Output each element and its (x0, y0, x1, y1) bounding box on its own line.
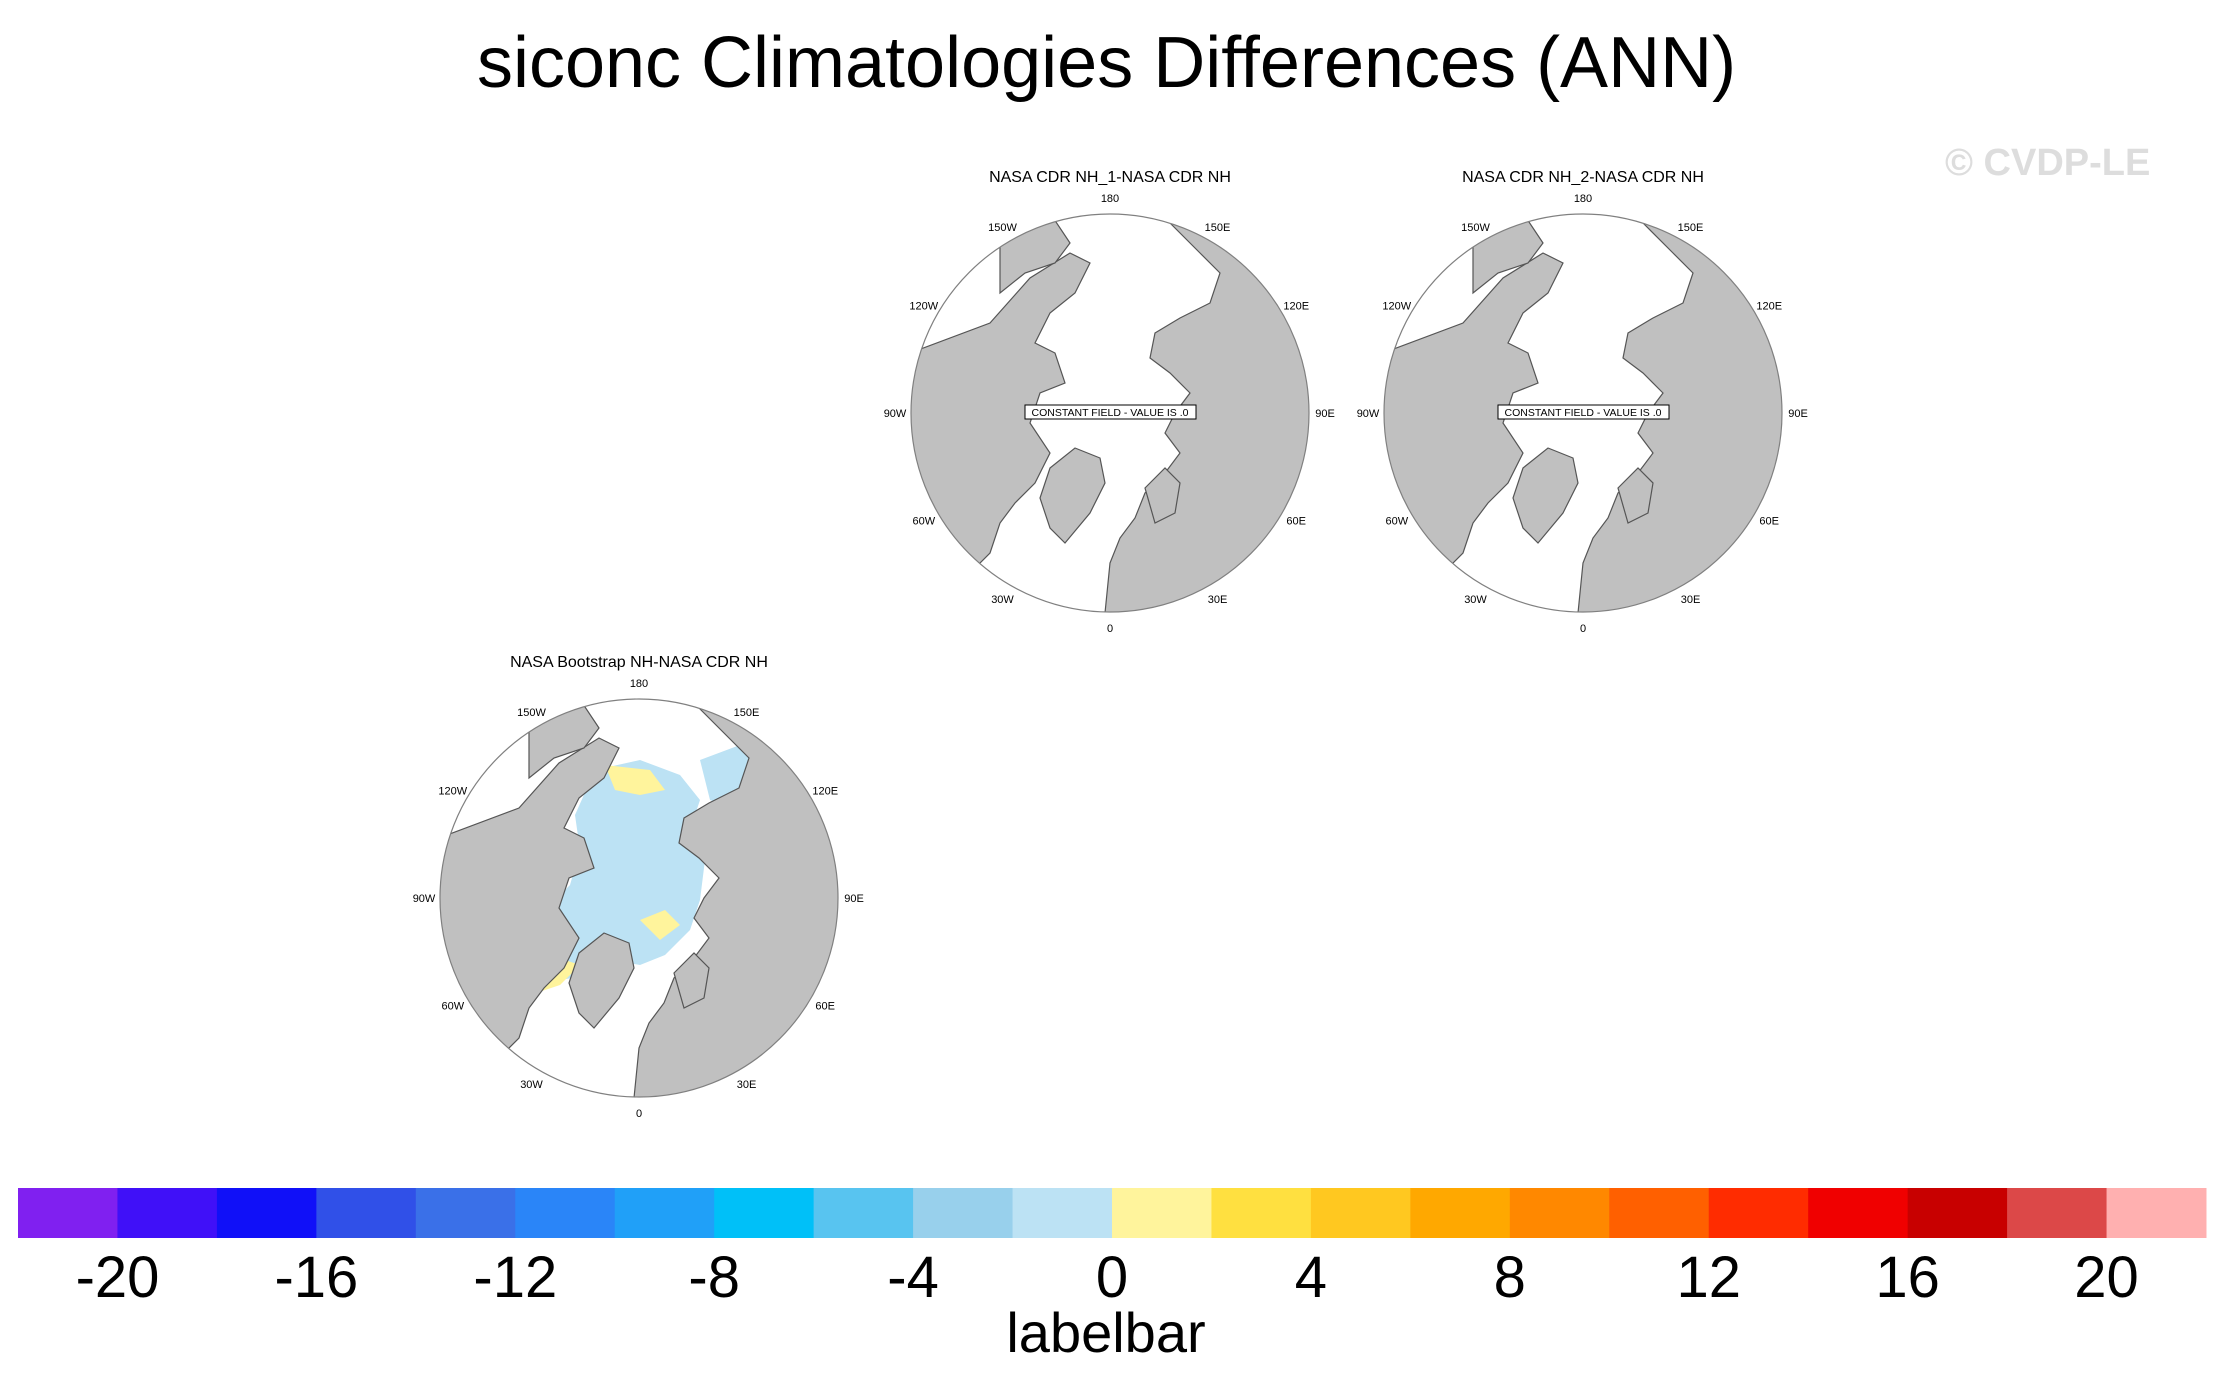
longitude-label: 0 (1107, 623, 1113, 635)
longitude-label: 150E (734, 707, 760, 719)
colorbar-tick-label: -12 (473, 1245, 557, 1310)
map-panel-2: NASA CDR NH_2-NASA CDR NH CONSTANT FIELD… (1357, 169, 1808, 635)
watermark: © CVDP-LE (1945, 142, 2151, 184)
colorbar-tick-label: 12 (1676, 1245, 1741, 1310)
colorbar-swatch (714, 1188, 815, 1238)
colorbar-swatch (2106, 1188, 2207, 1238)
map-boundary (1383, 213, 1783, 613)
longitude-label: 120W (438, 786, 467, 798)
longitude-label: 150W (517, 707, 546, 719)
colorbar-swatch (18, 1188, 118, 1238)
panel-title: NASA Bootstrap NH-NASA CDR NH (510, 654, 768, 671)
longitude-label: 30W (991, 594, 1014, 606)
longitude-label: 120E (812, 786, 838, 798)
colorbar-swatch (1907, 1188, 2008, 1238)
colorbar-swatch (1509, 1188, 1610, 1238)
colorbar-swatch (913, 1188, 1014, 1238)
colorbar-tick-label: -16 (274, 1245, 358, 1310)
colorbar-tick-label: 4 (1295, 1245, 1327, 1310)
map-panel-1: NASA CDR NH_1-NASA CDR NH CONSTANT FIELD… (884, 169, 1335, 635)
colorbar-swatch (1112, 1188, 1212, 1238)
longitude-label: 60W (912, 516, 935, 528)
figure-title: siconc Climatologies Differences (ANN) (476, 23, 1737, 103)
colorbar-tick-label: 20 (2074, 1245, 2139, 1310)
map-panel-3: NASA Bootstrap NH-NASA CDR NH 180 150E 120… (413, 654, 864, 1120)
colorbar-title: labelbar (1006, 1301, 1205, 1364)
colorbar-tick-label: -20 (76, 1245, 160, 1310)
colorbar-swatch (117, 1188, 218, 1238)
colorbar-swatch (2007, 1188, 2108, 1238)
longitude-label: 90W (884, 408, 907, 420)
longitude-label: 30E (737, 1079, 757, 1091)
longitude-label: 120E (1283, 301, 1309, 313)
map-boundary (910, 213, 1310, 613)
longitude-labels: 180 150E 120E 90E 60E 30E 0 30W 60W 90W 120W 150W (413, 678, 864, 1120)
panel-title: NASA CDR NH_1-NASA CDR NH (989, 169, 1231, 186)
longitude-label: 60E (1759, 516, 1779, 528)
colorbar-tick-label: 8 (1494, 1245, 1526, 1310)
colorbar-swatch (1410, 1188, 1511, 1238)
colorbar-swatch (216, 1188, 317, 1238)
longitude-label: 0 (636, 1108, 642, 1120)
colorbar-swatch (1310, 1188, 1411, 1238)
longitude-label: 90E (844, 893, 864, 905)
longitude-label: 60E (815, 1001, 835, 1013)
colorbar (18, 1188, 2207, 1238)
colorbar-swatch (515, 1188, 616, 1238)
positive-difference-region (640, 910, 680, 940)
longitude-label: 30E (1208, 594, 1228, 606)
colorbar-swatch (1708, 1188, 1809, 1238)
longitude-label: 90W (1357, 408, 1380, 420)
map-boundary (439, 698, 839, 1098)
longitude-label: 60W (441, 1001, 464, 1013)
longitude-label: 180 (1101, 193, 1119, 205)
colorbar-swatch (1211, 1188, 1312, 1238)
constant-field-message: CONSTANT FIELD - VALUE IS .0 (1032, 407, 1189, 419)
positive-difference-region (605, 765, 665, 795)
colorbar-tick-label: 16 (1875, 1245, 1940, 1310)
longitude-label: 180 (1574, 193, 1592, 205)
longitude-label: 150E (1205, 222, 1231, 234)
constant-field-box (1024, 404, 1197, 420)
longitude-label: 150E (1678, 222, 1704, 234)
longitude-labels: 180 150E 120E 90E 60E 30E 0 30W 60W 90W 120W 150W (884, 193, 1335, 635)
longitude-label: 120E (1756, 301, 1782, 313)
longitude-label: 60E (1286, 516, 1306, 528)
longitude-label: 30W (1464, 594, 1487, 606)
colorbar-swatch (614, 1188, 715, 1238)
colorbar-tick-labels: -20 -16 -12 -8 -4 0 4 8 12 16 20 (76, 1245, 2139, 1310)
colorbar-tick-label: 0 (1096, 1245, 1128, 1310)
colorbar-tick-label: -8 (688, 1245, 740, 1310)
colorbar-swatch (1012, 1188, 1113, 1238)
longitude-label: 30W (520, 1079, 543, 1091)
longitude-label: 120W (1382, 301, 1411, 313)
colorbar-swatch (813, 1188, 914, 1238)
longitude-label: 60W (1385, 516, 1408, 528)
colorbar-tick-label: -4 (887, 1245, 939, 1310)
longitude-label: 90E (1315, 408, 1335, 420)
colorbar-swatch (1808, 1188, 1909, 1238)
constant-field-message: CONSTANT FIELD - VALUE IS .0 (1505, 407, 1662, 419)
longitude-label: 120W (909, 301, 938, 313)
longitude-label: 90W (413, 893, 436, 905)
longitude-label: 150W (1461, 222, 1490, 234)
longitude-label: 0 (1580, 623, 1586, 635)
constant-field-box (1497, 404, 1670, 420)
longitude-label: 90E (1788, 408, 1808, 420)
longitude-label: 180 (630, 678, 648, 690)
colorbar-swatch (415, 1188, 516, 1238)
panel-title: NASA CDR NH_2-NASA CDR NH (1462, 169, 1704, 186)
longitude-labels: 180 150E 120E 90E 60E 30E 0 30W 60W 90W 120W 150W (1357, 193, 1808, 635)
colorbar-swatch (316, 1188, 417, 1238)
colorbar-swatch (1609, 1188, 1710, 1238)
longitude-label: 150W (988, 222, 1017, 234)
longitude-label: 30E (1681, 594, 1701, 606)
